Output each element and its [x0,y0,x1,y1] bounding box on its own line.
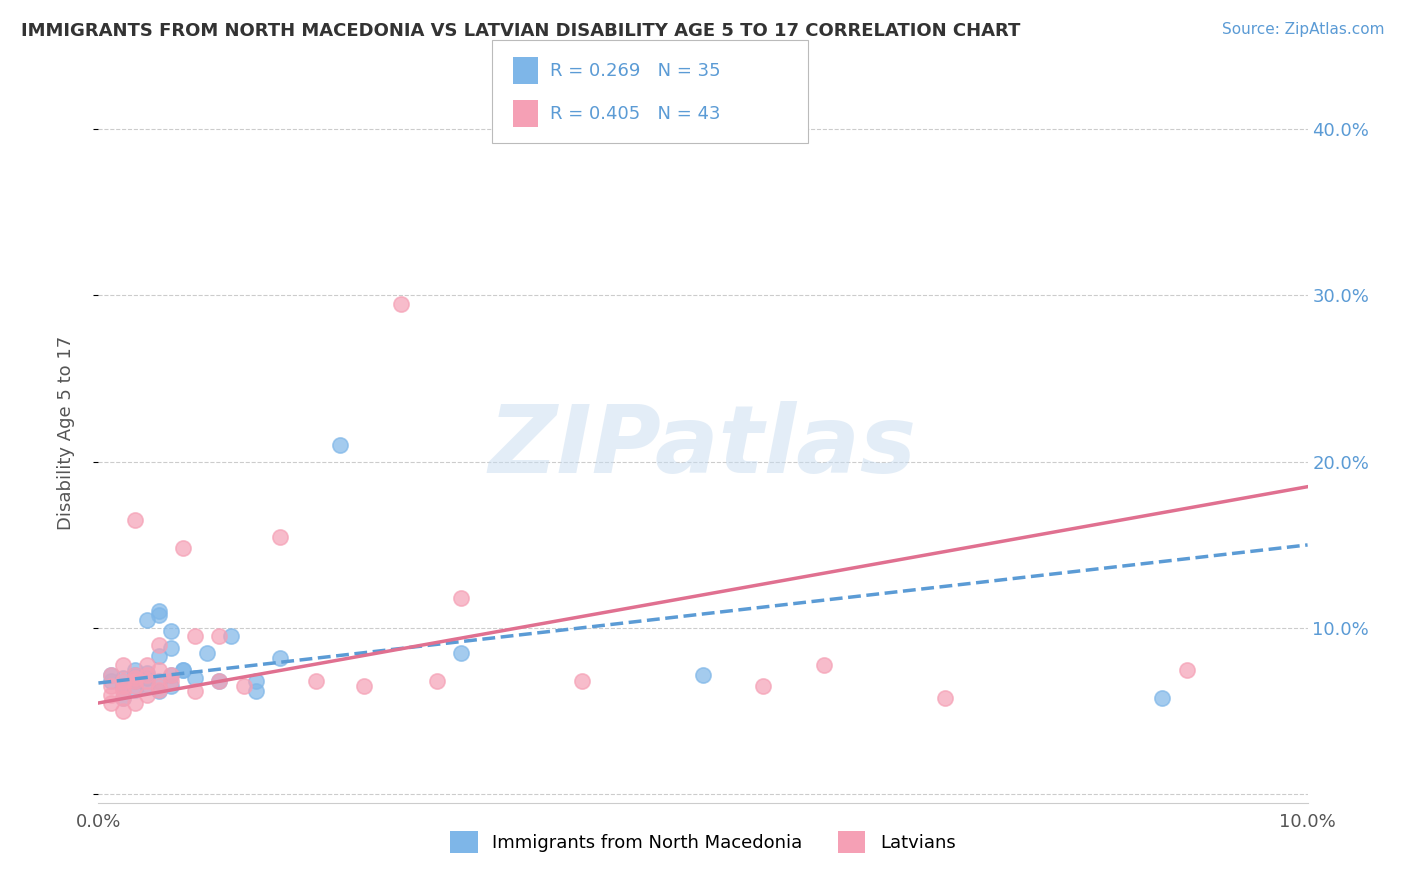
Point [389,296,412,310]
Point [148,649,170,664]
Y-axis label: Disability Age 5 to 17: Disability Age 5 to 17 [56,335,75,530]
Point [160,679,183,693]
Point [245,674,267,689]
Point [934,690,956,705]
Point [148,679,170,693]
Point [184,671,207,685]
Point [124,663,146,677]
Point [124,682,146,697]
Point [269,651,291,665]
Text: IMMIGRANTS FROM NORTH MACEDONIA VS LATVIAN DISABILITY AGE 5 TO 17 CORRELATION CH: IMMIGRANTS FROM NORTH MACEDONIA VS LATVI… [21,22,1021,40]
Point [208,629,231,643]
Point [160,624,183,639]
Point [135,674,157,689]
Point [450,646,472,660]
Point [221,629,243,643]
Text: ZIPatlas: ZIPatlas [489,401,917,493]
Point [124,679,146,693]
Point [1175,663,1198,677]
Point [245,684,267,698]
Point [160,641,183,656]
Point [135,671,157,685]
Point [184,684,207,698]
Text: R = 0.269   N = 35: R = 0.269 N = 35 [550,62,720,79]
Point [124,696,146,710]
Point [124,674,146,689]
Point [752,679,775,693]
Point [172,663,194,677]
Point [111,679,134,693]
Legend: Immigrants from North Macedonia, Latvians: Immigrants from North Macedonia, Latvian… [443,824,963,861]
Point [148,638,170,652]
Point [135,657,157,672]
Point [232,679,254,693]
Point [111,674,134,689]
Point [160,674,183,689]
Point [571,674,593,689]
Point [195,646,218,660]
Point [111,679,134,693]
Point [426,674,449,689]
Point [100,688,122,702]
Point [148,663,170,677]
Point [111,690,134,705]
Point [208,674,231,689]
Point [148,674,170,689]
Point [124,671,146,685]
Point [148,605,170,619]
Point [135,666,157,681]
Point [450,591,472,606]
Point [124,513,146,527]
Point [100,696,122,710]
Point [124,674,146,689]
Point [148,684,170,698]
Point [172,663,194,677]
Point [160,667,183,681]
Point [148,607,170,622]
Point [353,679,375,693]
Point [100,667,122,681]
Point [135,613,157,627]
Point [148,682,170,697]
Point [135,678,157,692]
Point [100,679,122,693]
Point [100,667,122,681]
Point [305,674,328,689]
Point [135,688,157,702]
Point [111,684,134,698]
Point [813,657,835,672]
Point [160,667,183,681]
Point [135,667,157,681]
Point [172,541,194,556]
Point [111,690,134,705]
Point [100,674,122,689]
Point [329,438,352,452]
Point [124,667,146,681]
Point [1152,690,1174,705]
Point [208,674,231,689]
Point [692,667,714,681]
Text: Source: ZipAtlas.com: Source: ZipAtlas.com [1222,22,1385,37]
Point [184,629,207,643]
Point [124,667,146,681]
Text: R = 0.405   N = 43: R = 0.405 N = 43 [550,104,720,122]
Point [111,671,134,685]
Point [111,704,134,718]
Point [269,530,291,544]
Point [111,657,134,672]
